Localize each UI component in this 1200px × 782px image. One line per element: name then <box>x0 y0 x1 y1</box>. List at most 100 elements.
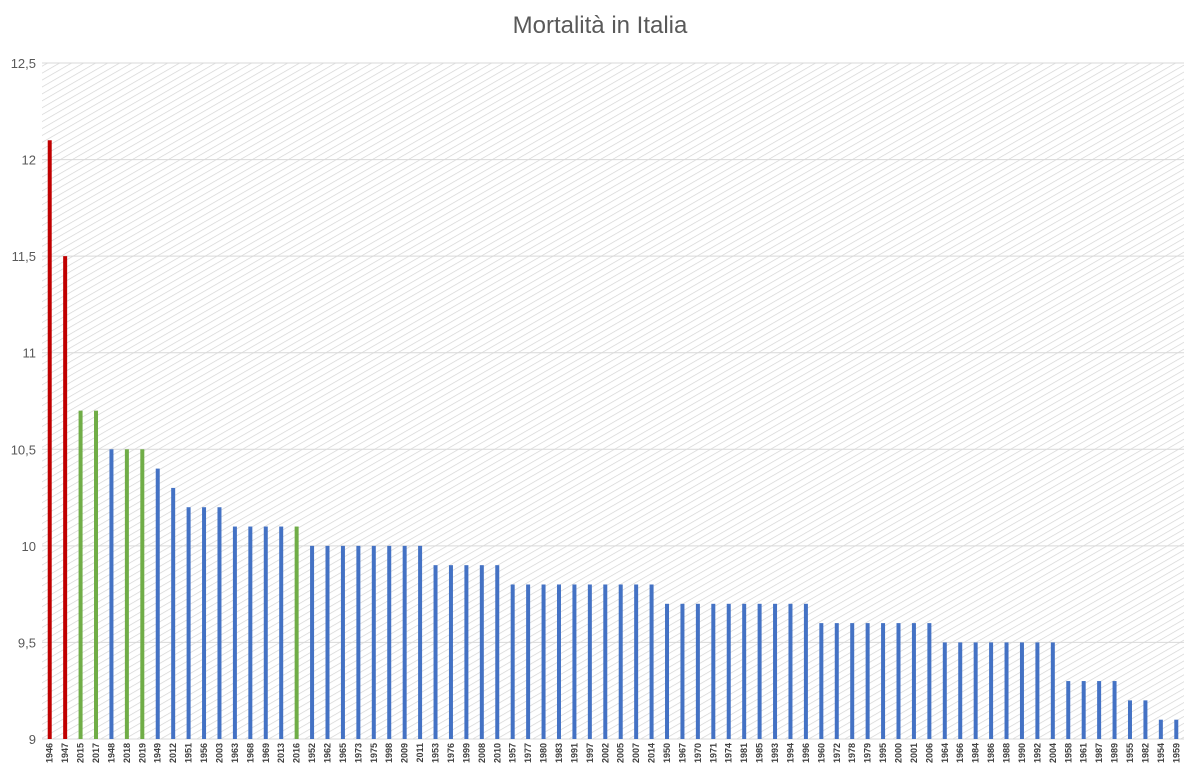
bar-2005 <box>618 584 623 739</box>
bar-1975 <box>371 545 376 739</box>
bar-1991 <box>572 584 577 739</box>
bar-2004 <box>1050 642 1055 739</box>
chart-title: Mortalità in Italia <box>512 12 688 39</box>
bar-2006 <box>927 623 932 739</box>
x-tick-label: 1972 <box>832 743 842 763</box>
bar-2009 <box>402 545 407 739</box>
x-tick-label: 2015 <box>76 743 86 763</box>
bar-1966 <box>958 642 963 739</box>
bar-1982 <box>1143 700 1148 739</box>
x-tick-label: 1999 <box>461 743 471 763</box>
x-tick-label: 1966 <box>955 743 965 763</box>
x-tick-label: 1955 <box>1125 743 1135 763</box>
bar-1985 <box>757 603 762 739</box>
x-tick-label: 2001 <box>909 743 919 763</box>
bar-2018 <box>124 449 129 739</box>
x-tick-label: 1957 <box>508 743 518 763</box>
x-tick-label: 1969 <box>261 743 271 763</box>
bar-2013 <box>279 526 284 739</box>
x-tick-label: 1985 <box>755 743 765 763</box>
bar-1979 <box>865 623 870 739</box>
x-tick-label: 1967 <box>677 743 687 763</box>
x-tick-label: 1970 <box>693 743 703 763</box>
bar-1959 <box>1174 719 1179 739</box>
bar-1964 <box>942 642 947 739</box>
y-tick-label: 11 <box>23 346 37 361</box>
y-tick-label: 10 <box>22 539 36 554</box>
bar-1965 <box>340 545 345 739</box>
bar-1996 <box>803 603 808 739</box>
x-tick-label: 1980 <box>539 743 549 763</box>
bar-1967 <box>680 603 685 739</box>
x-tick-label: 1960 <box>816 743 826 763</box>
bar-2015 <box>78 410 83 739</box>
bar-1977 <box>526 584 531 739</box>
bar-1997 <box>587 584 592 739</box>
x-tick-label: 1982 <box>1140 743 1150 763</box>
x-tick-label: 1988 <box>1002 743 1012 763</box>
y-tick-label: 12,5 <box>11 56 36 71</box>
gridlines <box>42 62 1184 740</box>
x-tick-label: 2012 <box>168 743 178 763</box>
x-tick-label: 1948 <box>106 743 116 763</box>
bar-2011 <box>418 545 423 739</box>
bar-1992 <box>1035 642 1040 739</box>
x-tick-label: 2002 <box>600 743 610 763</box>
bar-1984 <box>973 642 978 739</box>
bar-1949 <box>155 468 160 739</box>
x-tick-label: 1983 <box>554 743 564 763</box>
y-tick-label: 11,5 <box>12 249 36 264</box>
x-tick-label: 1962 <box>323 743 333 763</box>
bar-2008 <box>479 565 484 739</box>
bar-1960 <box>819 623 824 739</box>
y-axis: 9 9,5 10 10,5 11 11,5 12 12,5 <box>11 56 36 747</box>
bar-1986 <box>989 642 994 739</box>
x-tick-label: 2013 <box>276 743 286 763</box>
x-tick-label: 1976 <box>446 743 456 763</box>
bar-2007 <box>634 584 639 739</box>
x-tick-label: 1946 <box>45 743 55 763</box>
bar-1950 <box>665 603 670 739</box>
y-tick-label: 10,5 <box>11 442 36 457</box>
bar-1962 <box>325 545 330 739</box>
x-tick-label: 2014 <box>647 743 657 763</box>
x-tick-label: 2009 <box>400 743 410 763</box>
bar-2000 <box>896 623 901 739</box>
x-tick-label: 1990 <box>1017 743 1027 763</box>
x-tick-label: 1965 <box>338 743 348 763</box>
x-tick-label: 1953 <box>431 743 441 763</box>
x-tick-label: 1973 <box>353 743 363 763</box>
x-tick-label: 2005 <box>616 743 626 763</box>
x-tick-label: 1993 <box>770 743 780 763</box>
x-tick-label: 1977 <box>523 743 533 763</box>
bar-1954 <box>1158 719 1163 739</box>
bar-1968 <box>248 526 253 739</box>
bar-1972 <box>834 623 839 739</box>
x-tick-label: 2006 <box>924 743 934 763</box>
x-tick-label: 1996 <box>801 743 811 763</box>
bar-2003 <box>217 507 222 739</box>
x-tick-label: 1950 <box>662 743 672 763</box>
bar-2014 <box>649 584 654 739</box>
x-tick-label: 1961 <box>1079 743 1089 763</box>
x-tick-label: 1998 <box>384 743 394 763</box>
x-tick-label: 1979 <box>863 743 873 763</box>
bar-1973 <box>356 545 361 739</box>
bar-1948 <box>109 449 114 739</box>
bar-1970 <box>695 603 700 739</box>
x-tick-label: 2000 <box>894 743 904 763</box>
bar-1974 <box>726 603 731 739</box>
x-tick-label: 1964 <box>940 743 950 763</box>
x-tick-label: 1959 <box>1171 743 1181 763</box>
bar-1994 <box>788 603 793 739</box>
bar-1971 <box>711 603 716 739</box>
x-tick-label: 1978 <box>847 743 857 763</box>
y-tick-label: 12 <box>22 153 36 168</box>
x-tick-label: 1954 <box>1156 743 1166 763</box>
bar-2001 <box>911 623 916 739</box>
bar-1956 <box>202 507 207 739</box>
bar-1955 <box>1127 700 1132 739</box>
y-tick-label: 9 <box>29 732 36 747</box>
bar-1952 <box>310 545 315 739</box>
